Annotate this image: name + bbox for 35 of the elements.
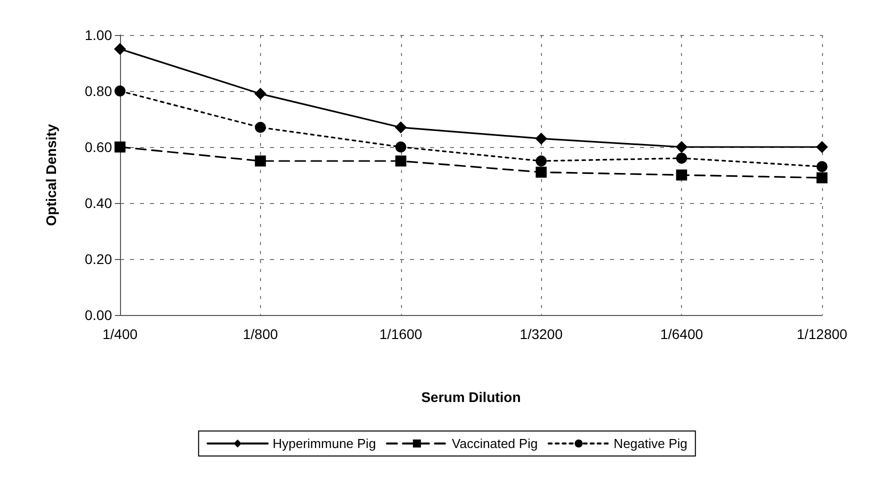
point (394, 121, 407, 134)
point (676, 141, 688, 153)
y-tick-label: 0.40 (84, 195, 112, 211)
legend-label: Negative Pig (614, 436, 688, 451)
point (254, 122, 266, 133)
legend-label: Vaccinated Pig (452, 436, 538, 451)
point (816, 141, 828, 153)
point (676, 152, 688, 164)
point (254, 156, 266, 166)
point (114, 142, 126, 152)
x-axis-title: Serum Dilution (421, 389, 521, 405)
point (114, 43, 126, 55)
x-tick-label: 1/400 (102, 326, 138, 342)
x-tick-label: 1/1600 (379, 326, 422, 342)
x-tick-label: 1/800 (242, 326, 278, 342)
point (536, 156, 547, 166)
point (254, 88, 266, 100)
y-tick-label: 0.80 (84, 83, 112, 99)
point (536, 166, 547, 178)
y-tick-label: 1.00 (84, 27, 112, 43)
point (535, 132, 548, 145)
y-tick-label: 0.20 (84, 251, 112, 267)
y-axis-title: Optical Density (43, 124, 59, 226)
point (114, 86, 126, 96)
point (395, 156, 406, 166)
point (816, 172, 828, 184)
point (676, 170, 688, 180)
legend-label: Hyperimmune Pig (272, 436, 376, 451)
x-tick-label: 1/12800 (796, 326, 848, 342)
x-tick-label: 1/3200 (520, 326, 563, 342)
point (816, 161, 828, 172)
y-tick-label: 0.60 (84, 139, 112, 155)
y-tick-label: 0.00 (84, 307, 112, 323)
x-tick-label: 1/6400 (660, 326, 704, 342)
point (395, 142, 406, 152)
